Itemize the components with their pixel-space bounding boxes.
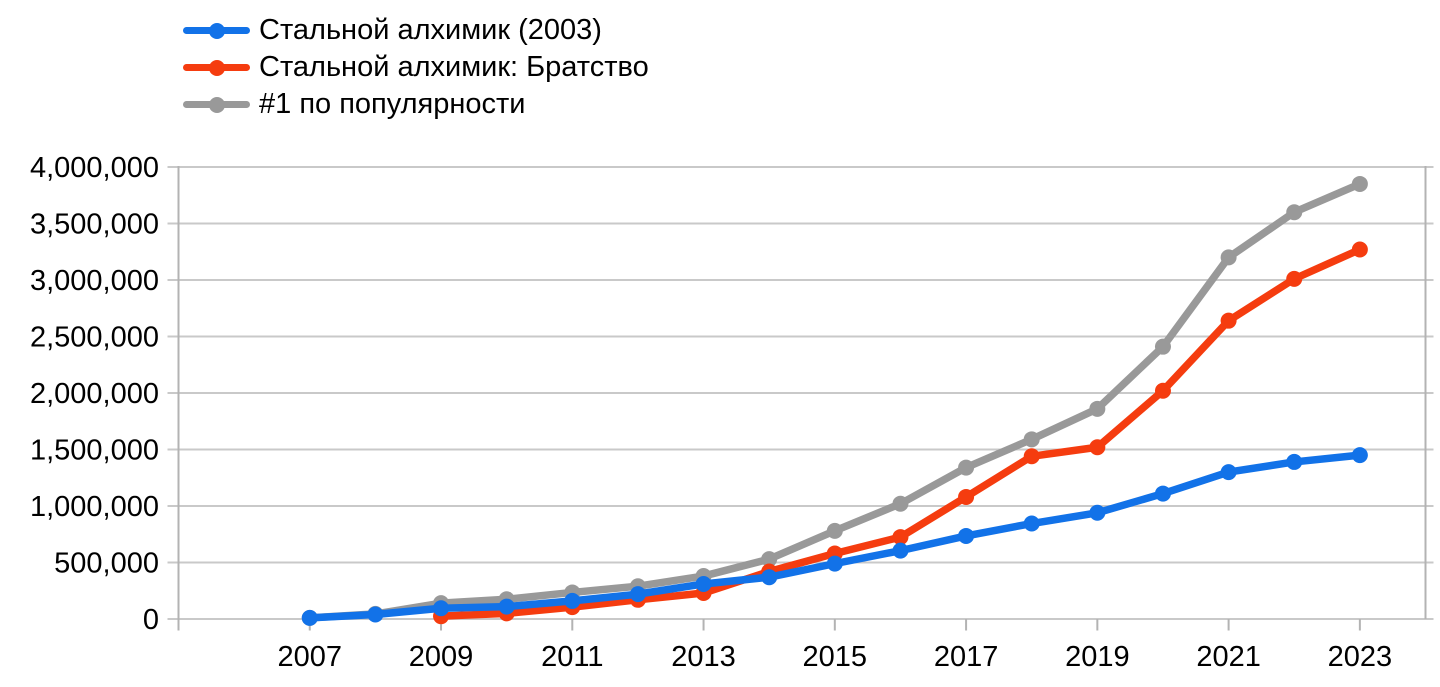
x-tick-label: 2023	[1328, 641, 1393, 673]
data-point	[826, 555, 843, 572]
x-tick-label: 2015	[803, 641, 868, 673]
y-tick-label: 3,000,000	[30, 265, 159, 297]
legend-dot	[208, 96, 225, 113]
data-point	[1220, 249, 1237, 266]
y-tick-label: 1,500,000	[30, 435, 159, 467]
x-tick-label: 2021	[1196, 641, 1261, 673]
x-tick-label: 2007	[278, 641, 343, 673]
data-point	[1220, 312, 1237, 329]
legend-label: Стальной алхимик (2003)	[259, 14, 602, 46]
data-point	[1351, 175, 1368, 192]
data-point	[1154, 382, 1171, 399]
y-tick-label: 2,500,000	[30, 322, 159, 354]
legend-dot	[208, 22, 225, 39]
data-point	[301, 609, 318, 626]
data-point	[564, 592, 581, 609]
data-point	[1023, 448, 1040, 465]
legend-item: Стальной алхимик: Братство	[183, 49, 649, 86]
legend-line-swatch	[183, 22, 250, 39]
legend-label: Стальной алхимик: Братство	[259, 51, 649, 83]
y-tick-label: 500,000	[54, 548, 159, 580]
legend-line-swatch	[183, 59, 250, 76]
y-tick-label: 1,000,000	[30, 491, 159, 523]
data-point	[1351, 447, 1368, 464]
data-point	[1154, 485, 1171, 502]
data-point	[1089, 504, 1106, 521]
x-tick-label: 2017	[934, 641, 999, 673]
data-point	[892, 495, 909, 512]
data-point	[892, 542, 909, 559]
legend-item: Стальной алхимик (2003)	[183, 12, 649, 49]
series-line	[437, 245, 1364, 620]
data-point	[1286, 270, 1303, 287]
legend-line-swatch	[183, 96, 250, 113]
data-point	[433, 600, 450, 617]
data-point	[498, 598, 515, 615]
legend-label: #1 по популярности	[259, 88, 526, 120]
data-point	[1023, 515, 1040, 532]
data-point	[958, 459, 975, 476]
x-tick-label: 2019	[1065, 641, 1130, 673]
data-point	[1286, 453, 1303, 470]
y-tick-label: 2,000,000	[30, 378, 159, 410]
data-point	[1023, 431, 1040, 448]
data-point	[1220, 464, 1237, 481]
data-point	[1154, 338, 1171, 355]
chart-legend: Стальной алхимик (2003) Стальной алхимик:…	[183, 12, 649, 123]
data-point	[1089, 439, 1106, 456]
data-point	[958, 488, 975, 505]
x-tick-label: 2011	[541, 641, 603, 673]
y-tick-label: 0	[143, 604, 159, 636]
x-tick-label: 2013	[671, 641, 736, 673]
data-point	[1089, 400, 1106, 417]
data-point	[1286, 204, 1303, 221]
data-point	[892, 529, 909, 546]
y-tick-label: 4,000,000	[30, 152, 159, 184]
data-point	[958, 527, 975, 544]
y-tick-label: 3,500,000	[30, 209, 159, 241]
data-point	[826, 522, 843, 539]
data-point	[629, 586, 646, 603]
legend-item: #1 по популярности	[183, 86, 649, 123]
legend-dot	[208, 59, 225, 76]
data-point	[1351, 241, 1368, 258]
x-tick-label: 2009	[409, 641, 474, 673]
data-point	[761, 569, 778, 586]
data-point	[695, 575, 712, 592]
data-point	[761, 551, 778, 568]
data-point	[367, 606, 384, 623]
